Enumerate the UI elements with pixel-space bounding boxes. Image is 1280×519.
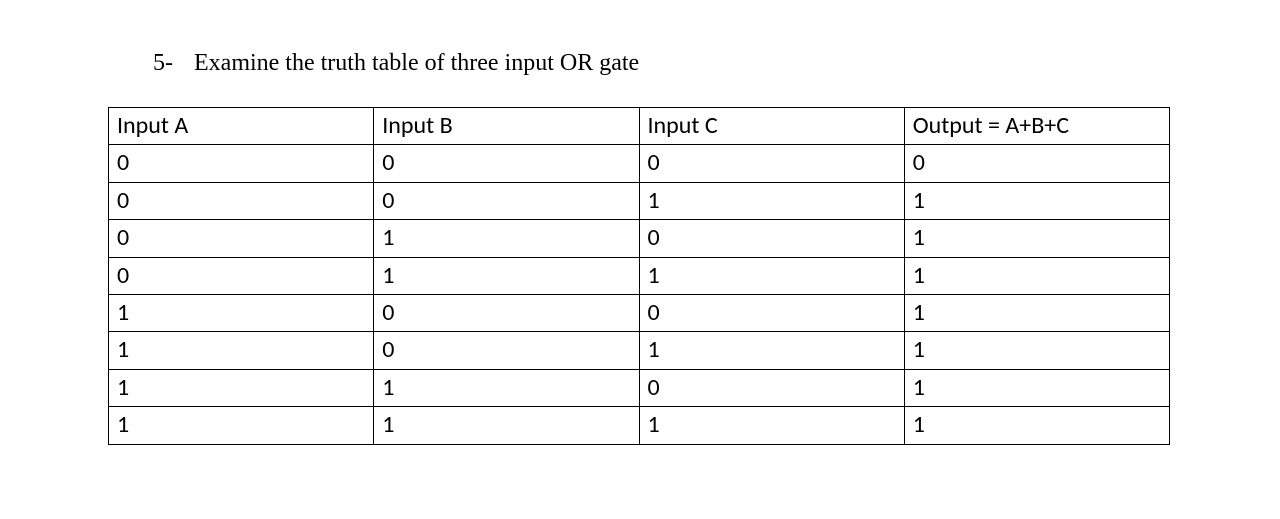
table-cell: 1 — [374, 369, 639, 406]
table-cell: 1 — [374, 407, 639, 444]
table-cell: 1 — [639, 407, 904, 444]
table-row: 0 0 1 1 — [109, 182, 1170, 219]
table-cell: 1 — [904, 220, 1169, 257]
table-cell: 1 — [374, 257, 639, 294]
col-header-input-c: Input C — [639, 108, 904, 145]
table-cell: 0 — [374, 182, 639, 219]
table-cell: 1 — [109, 369, 374, 406]
table-cell: 1 — [639, 182, 904, 219]
table-row: 1 1 0 1 — [109, 369, 1170, 406]
table-cell: 1 — [904, 407, 1169, 444]
table-cell: 1 — [904, 294, 1169, 331]
table-cell: 0 — [904, 145, 1169, 182]
table-cell: 1 — [639, 332, 904, 369]
table-row: 1 1 1 1 — [109, 407, 1170, 444]
table-cell: 1 — [109, 332, 374, 369]
col-header-input-a: Input A — [109, 108, 374, 145]
table-cell: 1 — [374, 220, 639, 257]
col-header-input-b: Input B — [374, 108, 639, 145]
table-cell: 1 — [639, 257, 904, 294]
table-cell: 0 — [639, 369, 904, 406]
table-cell: 0 — [109, 220, 374, 257]
table-row: 1 0 1 1 — [109, 332, 1170, 369]
truth-table: Input A Input B Input C Output = A+B+C 0… — [108, 107, 1170, 445]
table-row: 0 0 0 0 — [109, 145, 1170, 182]
table-cell: 0 — [109, 182, 374, 219]
table-cell: 1 — [109, 407, 374, 444]
question-text: Examine the truth table of three input O… — [194, 50, 639, 76]
table-cell: 0 — [109, 257, 374, 294]
table-cell: 0 — [374, 145, 639, 182]
table-cell: 1 — [904, 332, 1169, 369]
table-cell: 0 — [639, 294, 904, 331]
table-cell: 1 — [904, 257, 1169, 294]
col-header-output: Output = A+B+C — [904, 108, 1169, 145]
table-row: 0 1 0 1 — [109, 220, 1170, 257]
page-container: 5- Examine the truth table of three inpu… — [0, 0, 1280, 445]
list-number: 5- — [153, 50, 188, 77]
table-cell: 0 — [109, 145, 374, 182]
table-cell: 1 — [904, 182, 1169, 219]
table-cell: 1 — [109, 294, 374, 331]
table-cell: 0 — [639, 145, 904, 182]
table-cell: 0 — [639, 220, 904, 257]
table-row: 0 1 1 1 — [109, 257, 1170, 294]
table-header-row: Input A Input B Input C Output = A+B+C — [109, 108, 1170, 145]
table-row: 1 0 0 1 — [109, 294, 1170, 331]
table-cell: 0 — [374, 294, 639, 331]
question-heading: 5- Examine the truth table of three inpu… — [153, 50, 1170, 77]
table-cell: 1 — [904, 369, 1169, 406]
table-cell: 0 — [374, 332, 639, 369]
